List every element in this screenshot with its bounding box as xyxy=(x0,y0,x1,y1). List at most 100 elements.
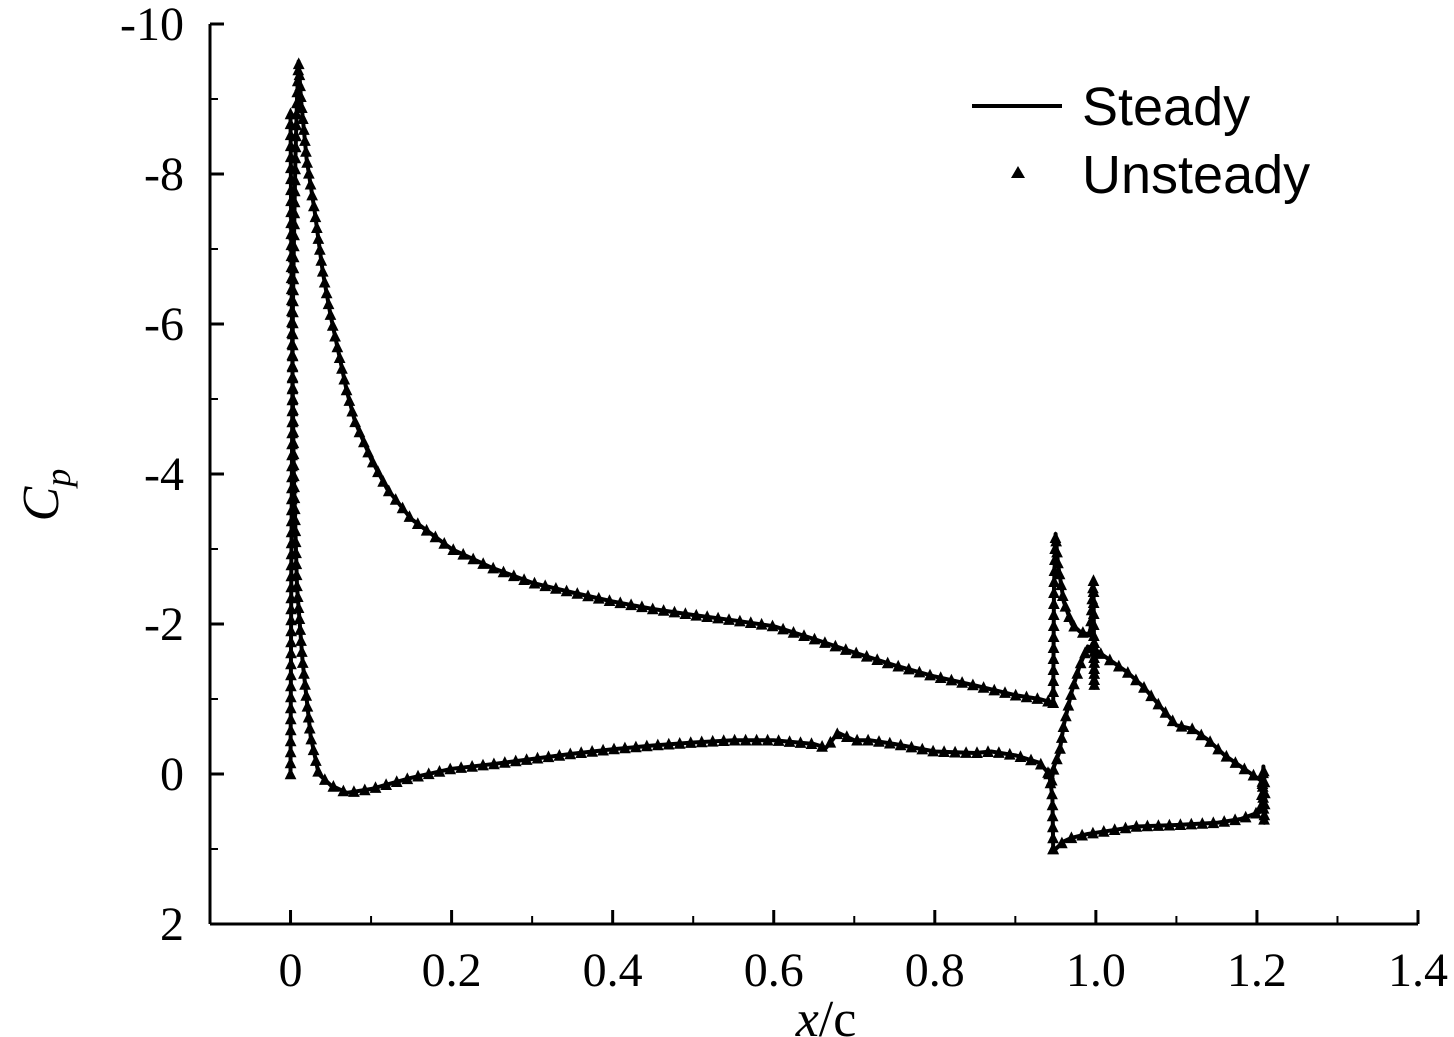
unsteady-marker xyxy=(289,535,302,548)
unsteady-marker xyxy=(539,579,552,592)
unsteady-marker xyxy=(1138,681,1150,693)
y-tick-label: -10 xyxy=(120,0,184,51)
unsteady-marker xyxy=(292,601,305,613)
unsteady-marker xyxy=(324,308,337,320)
unsteady-marker xyxy=(798,629,810,641)
unsteady-marker xyxy=(420,523,433,536)
unsteady-marker xyxy=(744,616,757,628)
unsteady-marker xyxy=(1152,697,1165,710)
unsteady-marker xyxy=(1204,735,1216,747)
unsteady-marker xyxy=(1003,747,1016,760)
unsteady-marker xyxy=(636,600,648,613)
unsteady-marker xyxy=(706,734,719,747)
unsteady-marker xyxy=(924,668,936,681)
unsteady-marker xyxy=(296,645,308,657)
unsteady-marker xyxy=(284,128,297,141)
unsteady-marker xyxy=(1130,820,1143,832)
unsteady-marker xyxy=(690,608,703,621)
y-axis-title-sub: p xyxy=(38,469,78,490)
unsteady-marker xyxy=(447,543,460,555)
unsteady-marker xyxy=(967,678,979,691)
unsteady-marker xyxy=(528,576,541,589)
unsteady-marker xyxy=(808,632,821,645)
x-tick-label: 0.4 xyxy=(583,944,643,997)
unsteady-marker xyxy=(1043,767,1055,780)
unsteady-marker xyxy=(1097,825,1110,837)
x-tick-label: 1.4 xyxy=(1388,944,1448,997)
unsteady-marker xyxy=(1238,762,1251,775)
unsteady-marker xyxy=(284,150,297,163)
unsteady-marker xyxy=(285,668,297,681)
unsteady-marker xyxy=(1031,692,1044,704)
unsteady-marker xyxy=(285,183,297,196)
x-tick-label: 0 xyxy=(279,944,303,997)
unsteady-marker xyxy=(1048,586,1060,598)
unsteady-marker xyxy=(873,735,885,747)
unsteady-marker xyxy=(1055,731,1068,743)
unsteady-marker xyxy=(353,425,366,438)
unsteady-marker xyxy=(550,582,562,594)
unsteady-marker xyxy=(285,238,298,251)
unsteady-marker xyxy=(1087,607,1100,619)
unsteady-marker xyxy=(1218,815,1231,827)
unsteady-marker xyxy=(1130,673,1142,686)
unsteady-marker xyxy=(1250,806,1262,819)
unsteady-marker xyxy=(641,739,653,752)
y-tick-label: 0 xyxy=(160,748,184,801)
unsteady-marker xyxy=(1119,821,1132,834)
unsteady-marker xyxy=(1047,696,1059,708)
unsteady-marker xyxy=(320,286,333,299)
unsteady-marker xyxy=(477,557,489,569)
unsteady-marker xyxy=(285,679,297,692)
unsteady-marker xyxy=(285,624,297,637)
unsteady-marker xyxy=(1087,585,1100,597)
unsteady-marker xyxy=(389,493,402,505)
unsteady-marker xyxy=(1057,720,1070,732)
unsteady-marker xyxy=(291,96,303,109)
unsteady-marker xyxy=(338,372,351,385)
unsteady-marker xyxy=(1085,641,1098,654)
unsteady-marker xyxy=(1071,667,1084,679)
unsteady-marker xyxy=(285,613,297,626)
unsteady-marker xyxy=(850,646,863,659)
unsteady-marker xyxy=(304,177,317,190)
x-axis-title-rest: /c xyxy=(819,991,857,1037)
unsteady-marker xyxy=(329,329,341,342)
unsteady-marker xyxy=(938,745,950,757)
unsteady-marker xyxy=(284,745,297,758)
unsteady-marker xyxy=(652,738,664,751)
unsteady-marker xyxy=(1014,750,1027,762)
unsteady-marker xyxy=(1175,719,1188,732)
unsteady-marker xyxy=(285,635,297,648)
unsteady-marker xyxy=(369,781,382,793)
unsteady-marker xyxy=(509,754,522,767)
y-tick-label: -6 xyxy=(144,298,184,351)
legend: Steady Unsteady xyxy=(972,77,1310,205)
unsteady-marker xyxy=(1047,685,1060,697)
unsteady-marker xyxy=(1087,596,1100,608)
unsteady-marker xyxy=(755,617,768,630)
unsteady-marker xyxy=(750,733,763,746)
unsteady-marker xyxy=(839,643,852,655)
unsteady-marker xyxy=(1174,818,1187,830)
unsteady-marker xyxy=(295,90,307,102)
unsteady-marker xyxy=(819,636,831,648)
unsteady-marker xyxy=(331,340,344,353)
unsteady-marker xyxy=(1212,742,1224,755)
unsteady-marker xyxy=(294,623,307,635)
unsteady-marker xyxy=(286,315,298,328)
unsteady-marker xyxy=(1047,831,1059,844)
unsteady-marker xyxy=(1247,768,1260,781)
unsteady-marker xyxy=(1257,791,1269,803)
unsteady-marker xyxy=(1068,677,1080,690)
unsteady-marker xyxy=(284,117,297,130)
unsteady-marker xyxy=(289,524,302,537)
unsteady-marker xyxy=(390,775,403,787)
unsteady-marker xyxy=(287,414,299,427)
unsteady-marker xyxy=(766,619,779,632)
unsteady-marker xyxy=(467,552,480,565)
unsteady-marker xyxy=(292,57,305,70)
unsteady-marker xyxy=(366,455,379,468)
unsteady-marker xyxy=(608,742,620,755)
unsteady-marker xyxy=(333,351,346,363)
